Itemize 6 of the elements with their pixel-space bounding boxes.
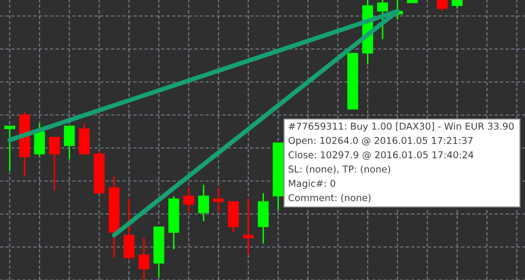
annotation: Magic#: 0	[288, 180, 336, 189]
annotation: Open: 10264.0 @ 2016.01.05 17:21:37	[288, 136, 473, 146]
annotation: Close: 10297.9 @ 2016.01.05 17:40:24	[288, 151, 474, 160]
annotation: SL: (none), TP: (none)	[288, 165, 390, 174]
annotation: Comment: (none)	[288, 194, 371, 202]
annotation: #77659311: Buy 1.00 [DAX30] - Win EUR 33.90	[288, 122, 514, 132]
